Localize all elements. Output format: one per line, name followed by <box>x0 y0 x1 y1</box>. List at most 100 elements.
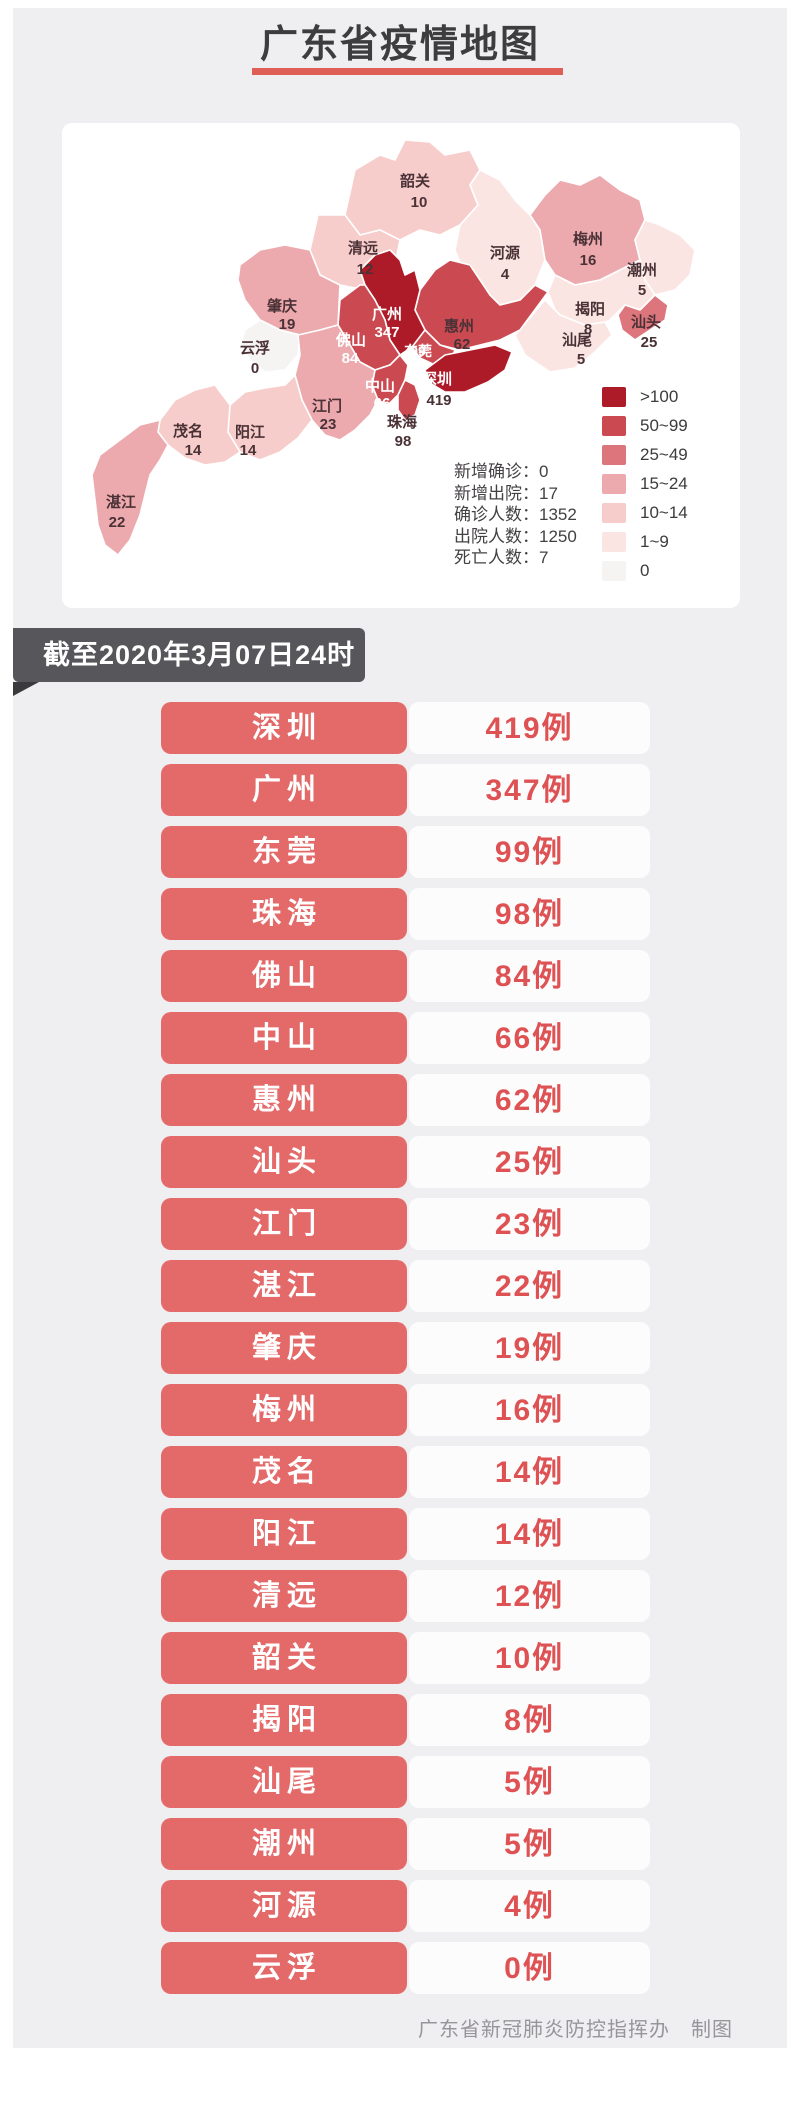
legend-swatch <box>602 503 626 523</box>
legend-item: 10~14 <box>602 503 688 523</box>
table-row-cases: 16例 <box>409 1384 650 1436</box>
table-row-city: 梅州 <box>161 1384 407 1436</box>
table-row-city: 湛江 <box>161 1260 407 1312</box>
map-value-yangjiang: 14 <box>240 442 257 459</box>
map-label-heyuan: 河源 <box>490 244 520 262</box>
map-value-yunfu: 0 <box>251 360 259 377</box>
table-row: 揭阳 8例 <box>161 1694 650 1746</box>
table-row-city: 中山 <box>161 1012 407 1064</box>
map-label-chaozhou: 潮州 <box>627 261 657 279</box>
map-region-shanwei <box>514 299 613 373</box>
table-row-city: 珠海 <box>161 888 407 940</box>
table-row: 河源 4例 <box>161 1880 650 1932</box>
legend-item: 1~9 <box>602 532 688 552</box>
table-row-cases: 14例 <box>409 1508 650 1560</box>
table-row-city: 河源 <box>161 1880 407 1932</box>
map-label-yangjiang: 阳江 <box>235 423 265 441</box>
legend-label: 10~14 <box>640 503 688 522</box>
map-value-jieyang: 8 <box>584 321 592 338</box>
map-value-shantou: 25 <box>641 334 658 351</box>
table-row-cases: 10例 <box>409 1632 650 1684</box>
map-value-shenzhen: 419 <box>426 392 451 409</box>
stat-line: 出院人数：1250 <box>454 526 577 546</box>
map-value-guangzhou: 347 <box>374 324 399 341</box>
map-label-shantou: 汕头 <box>631 313 661 331</box>
table-row-cases: 12例 <box>409 1570 650 1622</box>
table-row-city: 惠州 <box>161 1074 407 1126</box>
map-label-zhanjiang: 湛江 <box>106 493 136 511</box>
table-row: 肇庆 19例 <box>161 1322 650 1374</box>
map-value-shaoguan: 10 <box>411 194 428 211</box>
table-row-city: 东莞 <box>161 826 407 878</box>
stats-block: 新增确诊：0 新增出院：17 确诊人数：1352 出院人数：1250 死亡人数：7 <box>454 461 577 569</box>
table-row-cases: 5例 <box>409 1818 650 1870</box>
legend-item: >100 <box>602 387 688 407</box>
map-label-zhaoqing: 肇庆 <box>266 297 297 315</box>
table-row-cases: 5例 <box>409 1756 650 1808</box>
table-row-cases: 419例 <box>409 702 650 754</box>
legend-swatch <box>602 387 626 407</box>
table-row-cases: 99例 <box>409 826 650 878</box>
map-value-zhuhai: 98 <box>395 433 412 450</box>
table-row: 深圳 419例 <box>161 702 650 754</box>
table-row: 潮州 5例 <box>161 1818 650 1870</box>
banner-fold-decoration <box>13 682 39 696</box>
map-region-yunfu <box>239 319 301 373</box>
table-row: 珠海 98例 <box>161 888 650 940</box>
legend-label: >100 <box>640 387 679 406</box>
table-row-city: 揭阳 <box>161 1694 407 1746</box>
table-row: 梅州 16例 <box>161 1384 650 1436</box>
table-row-city: 汕头 <box>161 1136 407 1188</box>
map-label-maoming: 茂名 <box>173 422 203 440</box>
map-label-jieyang: 揭阳 <box>575 300 605 318</box>
table-row-city: 韶关 <box>161 1632 407 1684</box>
map-value-maoming: 14 <box>185 442 202 459</box>
table-row: 江门 23例 <box>161 1198 650 1250</box>
legend-swatch <box>602 416 626 436</box>
map-value-qingyuan: 12 <box>357 261 374 278</box>
table-row-cases: 23例 <box>409 1198 650 1250</box>
table-row-city: 江门 <box>161 1198 407 1250</box>
legend-label: 15~24 <box>640 474 688 493</box>
legend-item: 15~24 <box>602 474 688 494</box>
table-row-city: 汕尾 <box>161 1756 407 1808</box>
table-row: 汕尾 5例 <box>161 1756 650 1808</box>
table-row: 阳江 14例 <box>161 1508 650 1560</box>
map-label-qingyuan: 清远 <box>348 239 378 257</box>
legend-swatch <box>602 474 626 494</box>
map-label-yunfu: 云浮 <box>240 339 270 357</box>
legend-item: 0 <box>602 561 688 581</box>
map-labels: 韶关 10 清远 12 河源 4 梅州 16 潮州 5 揭阳 8 汕头 25 汕… <box>106 172 661 531</box>
table-row-city: 佛山 <box>161 950 407 1002</box>
stat-line: 死亡人数：7 <box>454 548 549 567</box>
map-regions <box>91 139 696 556</box>
table-row-city: 清远 <box>161 1570 407 1622</box>
table-row: 韶关 10例 <box>161 1632 650 1684</box>
table-row-city: 肇庆 <box>161 1322 407 1374</box>
table-row: 湛江 22例 <box>161 1260 650 1312</box>
table-row-city: 阳江 <box>161 1508 407 1560</box>
table-row: 清远 12例 <box>161 1570 650 1622</box>
table-row-city: 深圳 <box>161 702 407 754</box>
table-row-city: 茂名 <box>161 1446 407 1498</box>
table-row: 广州 347例 <box>161 764 650 816</box>
map-label-shanwei: 汕尾 <box>562 331 592 349</box>
legend-swatch <box>602 532 626 552</box>
table-row-cases: 0例 <box>409 1942 650 1994</box>
legend-item: 50~99 <box>602 416 688 436</box>
stat-line: 新增出院：17 <box>454 483 558 503</box>
map-value-zhongshan: 66 <box>374 395 391 412</box>
map-value-meizhou: 16 <box>580 252 597 269</box>
table-row-cases: 66例 <box>409 1012 650 1064</box>
legend-label: 50~99 <box>640 416 688 435</box>
map-region-shantou <box>617 294 669 341</box>
table-row-city: 广州 <box>161 764 407 816</box>
map-value-huizhou: 62 <box>454 336 471 353</box>
map-value-jiangmen: 23 <box>320 416 337 433</box>
map-value-chaozhou: 5 <box>638 282 646 299</box>
map-legend: >100 50~99 25~49 15~24 10~14 1~9 0 <box>602 387 688 590</box>
map-label-meizhou: 梅州 <box>573 230 603 248</box>
legend-item: 25~49 <box>602 445 688 465</box>
map-label-zhuhai: 珠海 <box>387 413 417 431</box>
stat-line: 确诊人数：1352 <box>454 505 577 524</box>
